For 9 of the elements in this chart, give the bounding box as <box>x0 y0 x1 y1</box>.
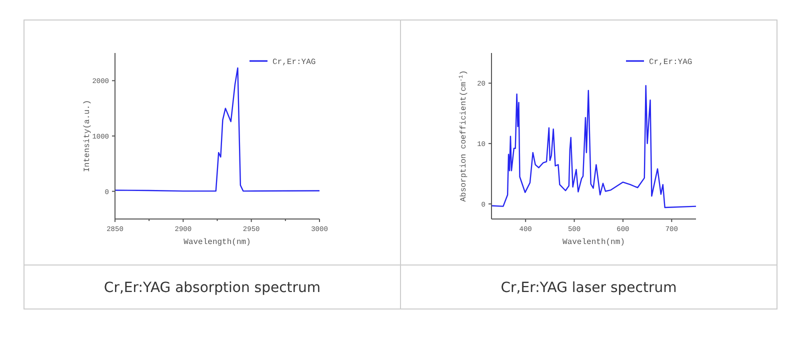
line-series <box>114 67 320 192</box>
text: Cr,Er:YAG absorption spectrum <box>104 280 321 296</box>
legend-label: Cr,Er:YAG <box>649 58 692 67</box>
line-series <box>490 84 697 208</box>
text: Cr,Er:YAG laser spectrum <box>500 280 677 296</box>
x-axis-title: Wavelenth(nm) <box>562 238 625 247</box>
legend-label: Cr,Er:YAG <box>272 58 316 67</box>
x-axis-title: Wavelength(nm) <box>184 238 251 247</box>
y-axis-title: Intensity(a.u.) <box>83 100 92 172</box>
